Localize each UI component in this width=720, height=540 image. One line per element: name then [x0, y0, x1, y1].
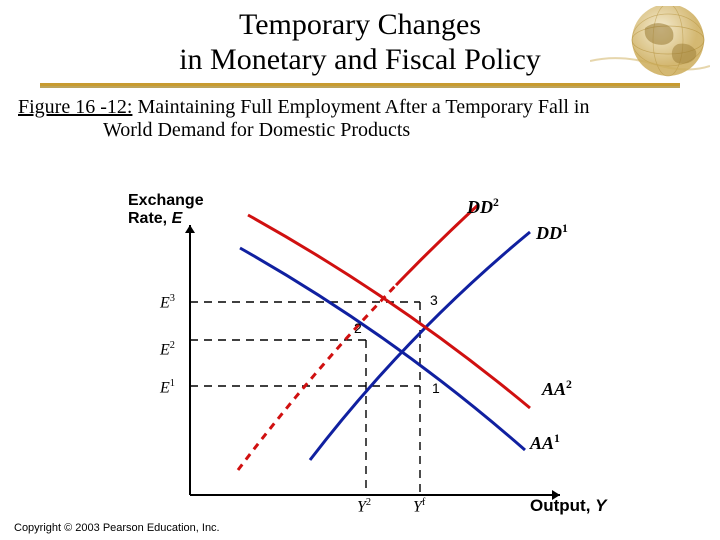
x-axis-title: Output, Y — [530, 496, 607, 516]
e3-label: E3 — [160, 293, 175, 312]
dd1-label: DD1 — [536, 222, 568, 244]
aa2-label: AA2 — [542, 378, 572, 400]
e2-label: E2 — [160, 340, 175, 359]
point-1-label: 1 — [432, 380, 440, 396]
yf-label: Yf — [413, 497, 425, 516]
aa1-label: AA1 — [530, 432, 560, 454]
y2-label: Y2 — [357, 497, 371, 516]
point-3-label: 3 — [430, 292, 438, 308]
dd2-label: DD2 — [467, 196, 499, 218]
economics-chart — [0, 0, 720, 540]
copyright-text: Copyright © 2003 Pearson Education, Inc. — [14, 522, 220, 534]
point-2-label: 2 — [354, 320, 362, 336]
e1-label: E1 — [160, 378, 175, 397]
